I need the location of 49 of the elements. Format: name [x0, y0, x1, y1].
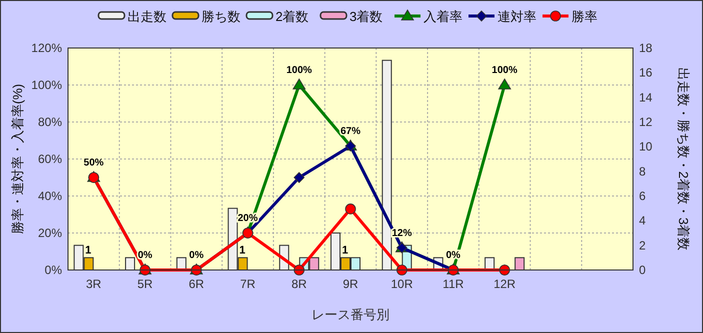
y-tick-label: 100% — [31, 78, 62, 92]
y2-tick-label: 10 — [639, 140, 653, 154]
legend-label: 勝率 — [572, 9, 598, 24]
x-tick-label: 6R — [188, 277, 204, 291]
data-label: 67% — [340, 126, 361, 138]
point — [294, 172, 305, 183]
data-label: 1 — [239, 244, 246, 257]
y2-tick-label: 4 — [639, 214, 646, 228]
x-tick-label: 8R — [291, 277, 308, 291]
data-label: 0% — [189, 250, 204, 261]
y2-axis-title: 出走数・勝ち数・2着数・3着数 — [676, 67, 691, 251]
data-label: 50% — [84, 158, 104, 168]
y-tick-label: 80% — [38, 115, 62, 129]
data-label: 0% — [138, 250, 152, 261]
x-axis-title: レース番号別 — [312, 307, 390, 322]
y-tick-label: 60% — [38, 152, 62, 166]
x-tick-label: 7R — [240, 277, 256, 291]
point — [498, 78, 511, 90]
x-tick-label: 3R — [86, 277, 102, 291]
data-label: 1 — [342, 244, 348, 257]
point — [345, 204, 356, 214]
y2-tick-label: 2 — [639, 238, 646, 252]
y2-tick-label: 18 — [639, 41, 653, 55]
y-tick-label: 20% — [38, 226, 62, 240]
x-tick-label: 10R — [390, 277, 414, 291]
point — [292, 78, 306, 90]
legend-label: 入着率 — [424, 9, 462, 24]
legend-label: 勝ち数 — [202, 9, 240, 24]
y-tick-label: 0% — [44, 263, 62, 277]
y-tick-label: 40% — [38, 189, 62, 203]
y2-tick-label: 8 — [639, 164, 646, 178]
y2-tick-label: 16 — [639, 66, 653, 80]
x-tick-label: 9R — [342, 277, 358, 291]
x-tick-label: 11R — [442, 277, 464, 291]
legend-label: 2着数 — [276, 9, 309, 24]
data-label: 1 — [85, 244, 92, 257]
y2-tick-label: 0 — [639, 263, 646, 277]
y-axis-title: 勝率・連対率・入着率(%) — [10, 84, 25, 234]
data-label: 100% — [286, 65, 312, 76]
y-tick-label: 120% — [31, 41, 62, 55]
y2-tick-label: 6 — [639, 189, 646, 203]
x-tick-label: 12R — [494, 277, 516, 291]
y2-tick-label: 14 — [639, 90, 653, 104]
legend-label: 3着数 — [350, 9, 383, 24]
y2-tick-label: 12 — [639, 115, 653, 129]
legend-label: 出走数 — [128, 9, 166, 24]
data-label: 100% — [492, 65, 518, 76]
legend-label: 連対率 — [498, 9, 536, 24]
x-tick-label: 5R — [137, 277, 154, 291]
